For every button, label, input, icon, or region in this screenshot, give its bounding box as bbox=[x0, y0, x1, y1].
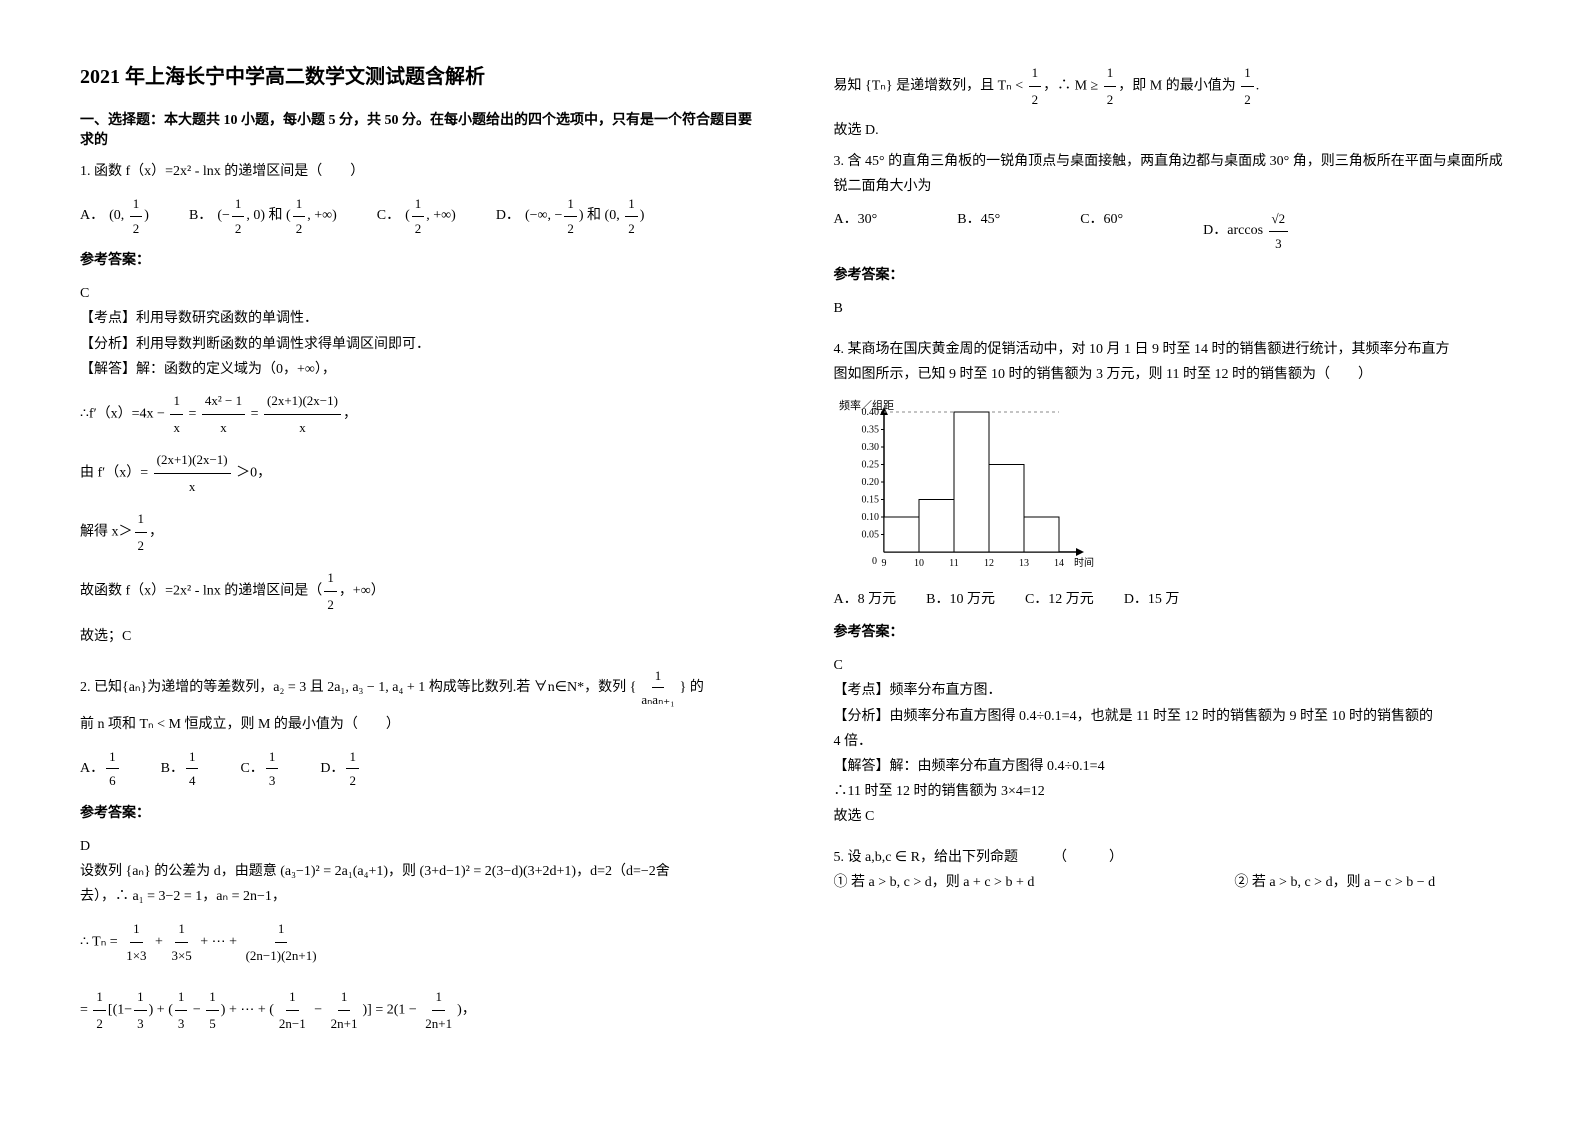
svg-text:0.40: 0.40 bbox=[861, 407, 879, 418]
frequency-histogram: 频率／组距00.050.100.150.200.250.300.350.4091… bbox=[834, 397, 1508, 577]
question-1: 1. 函数 f（x）=2x² - lnx 的递增区间是（ ） A．(0, 12)… bbox=[80, 159, 754, 649]
q4-opt-b: B．10 万元 bbox=[926, 587, 995, 612]
q3-answer: B bbox=[834, 296, 1508, 321]
svg-text:14: 14 bbox=[1054, 558, 1064, 569]
q4-opt-d: D．15 万 bbox=[1124, 587, 1180, 612]
q3-opt-a: A．30° bbox=[834, 207, 878, 255]
q1-text: 1. 函数 f（x）=2x² - lnx 的递增区间是（ ） bbox=[80, 159, 754, 184]
q1-answer: C 【考点】利用导数研究函数的单调性． 【分析】利用导数判断函数的单调性求得单调… bbox=[80, 281, 754, 649]
q3-opt-c: C．60° bbox=[1080, 207, 1123, 255]
answer-label: 参考答案： bbox=[834, 263, 1508, 288]
svg-text:0.05: 0.05 bbox=[861, 529, 879, 540]
page-title: 2021 年上海长宁中学高二数学文测试题含解析 bbox=[80, 60, 754, 89]
section-header: 一、选择题：本大题共 10 小题，每小题 5 分，共 50 分。在每小题给出的四… bbox=[80, 109, 754, 149]
svg-text:11: 11 bbox=[949, 558, 959, 569]
question-5: 5. 设 a,b,c ∈ R，给出下列命题 （ ） ① 若 a > b, c >… bbox=[834, 845, 1508, 895]
question-4: 4. 某商场在国庆黄金周的促销活动中，对 10 月 1 日 9 时至 14 时的… bbox=[834, 337, 1508, 830]
svg-text:时间: 时间 bbox=[1074, 556, 1094, 569]
q2-continuation: = 12[(1−13) + (13 − 15) + ⋯ + (12n−1 − 1… bbox=[80, 984, 754, 1037]
q2-opt-c: C．13 bbox=[240, 745, 280, 793]
q5-item-2: ② 若 a > b, c > d，则 a − c > b − d bbox=[1234, 870, 1435, 895]
q1-options: A．(0, 12) B．(−12, 0) 和 (12, +∞) C．(12, +… bbox=[80, 192, 754, 240]
q2-final: 故选 D. bbox=[834, 119, 1508, 139]
svg-text:0.10: 0.10 bbox=[861, 512, 879, 523]
svg-text:13: 13 bbox=[1019, 558, 1029, 569]
q4-options: A．8 万元 B．10 万元 C．12 万元 D．15 万 bbox=[834, 587, 1508, 612]
q3-opt-d: D．arccos √23 bbox=[1203, 207, 1290, 255]
svg-text:12: 12 bbox=[984, 558, 994, 569]
answer-label: 参考答案： bbox=[80, 248, 754, 273]
q2-answer: D 设数列 {aₙ} 的公差为 d，由题意 (a₃−1)² = 2a₁(a₄+1… bbox=[80, 834, 754, 969]
q4-answer: C 【考点】频率分布直方图． 【分析】由频率分布直方图得 0.4÷0.1=4，也… bbox=[834, 653, 1508, 829]
q1-opt-d: D．(−∞, −12) 和 (0, 12) bbox=[496, 192, 645, 240]
svg-text:0.30: 0.30 bbox=[861, 442, 879, 453]
svg-text:0: 0 bbox=[872, 556, 877, 567]
q3-options: A．30° B．45° C．60° D．arccos √23 bbox=[834, 207, 1508, 255]
svg-text:0.25: 0.25 bbox=[861, 459, 879, 470]
q2-last-line: 易知 {Tₙ} 是递增数列，且 Tₙ < 12，∴ M ≥ 12，即 M 的最小… bbox=[834, 60, 1508, 113]
q2-opt-a: A．16 bbox=[80, 745, 121, 793]
q5-item-1: ① 若 a > b, c > d，则 a + c > b + d bbox=[834, 870, 1035, 895]
q2-options: A．16 B．14 C．13 D．12 bbox=[80, 745, 754, 793]
answer-label: 参考答案： bbox=[834, 620, 1508, 645]
svg-text:0.20: 0.20 bbox=[861, 477, 879, 488]
question-2: 2. 已知{aₙ}为递增的等差数列，a₂ = 3 且 2a₁, a₃ − 1, … bbox=[80, 664, 754, 969]
q4-opt-a: A．8 万元 bbox=[834, 587, 897, 612]
svg-text:0.15: 0.15 bbox=[861, 494, 879, 505]
q2-opt-d: D．12 bbox=[320, 745, 361, 793]
question-3: 3. 含 45° 的直角三角板的一锐角顶点与桌面接触，两直角边都与桌面成 30°… bbox=[834, 149, 1508, 322]
svg-text:9: 9 bbox=[881, 558, 886, 569]
q2-opt-b: B．14 bbox=[161, 745, 201, 793]
answer-label: 参考答案： bbox=[80, 801, 754, 826]
q1-opt-a: A．(0, 12) bbox=[80, 192, 149, 240]
q1-opt-c: C．(12, +∞) bbox=[377, 192, 456, 240]
q1-opt-b: B．(−12, 0) 和 (12, +∞) bbox=[189, 192, 337, 240]
q3-opt-b: B．45° bbox=[957, 207, 1000, 255]
svg-text:0.35: 0.35 bbox=[861, 424, 879, 435]
svg-text:10: 10 bbox=[914, 558, 924, 569]
q4-opt-c: C．12 万元 bbox=[1025, 587, 1094, 612]
